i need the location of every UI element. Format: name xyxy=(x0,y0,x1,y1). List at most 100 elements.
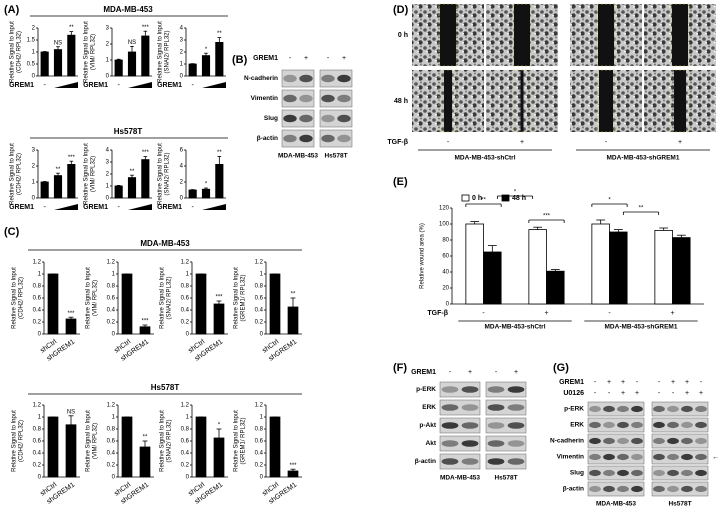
blot-band xyxy=(507,422,525,429)
treatment-sign: + xyxy=(342,55,346,62)
y-tick-label: 6 xyxy=(180,148,184,154)
blot-band xyxy=(617,421,629,429)
blot-band xyxy=(695,437,707,445)
y-tick-label: 0.8 xyxy=(33,284,42,290)
y-axis-label: (GREM1/ RPL32) xyxy=(241,274,247,321)
blot-band xyxy=(617,469,629,477)
treatment-sign: - xyxy=(289,55,292,62)
wound-gap xyxy=(674,70,686,132)
treatment-sign: - xyxy=(608,390,611,397)
y-tick-label: 0.4 xyxy=(255,308,264,314)
significance: ** xyxy=(217,150,222,156)
blot-band xyxy=(283,74,297,83)
group-label: MDA-MB-453-shGREM1 xyxy=(607,155,680,162)
y-tick-label: 100 xyxy=(439,222,450,228)
y-axis-label: Relative Signal to Input xyxy=(234,267,240,329)
cell-line-label: Hs578T xyxy=(324,153,347,160)
y-tick-label: 0.4 xyxy=(255,451,264,457)
y-tick-label: 2 xyxy=(106,42,110,48)
y-tick-label: 0 xyxy=(32,196,36,202)
bar xyxy=(195,273,207,335)
blot-band xyxy=(631,453,643,461)
blot-band xyxy=(631,469,643,477)
panel-label: (G) xyxy=(553,362,569,374)
bar xyxy=(139,326,151,335)
y-tick-label: 2 xyxy=(32,164,36,170)
blot-band xyxy=(695,405,707,413)
y-tick-label: 1 xyxy=(106,58,110,64)
treatment-label: GREM1 xyxy=(559,379,584,386)
blot-band xyxy=(603,405,615,413)
bar xyxy=(201,55,211,77)
bar xyxy=(65,318,77,335)
y-tick-label: 0 xyxy=(180,74,184,80)
y-tick-label: 20 xyxy=(442,286,449,292)
blot-strip xyxy=(281,89,315,108)
significance: * xyxy=(218,423,221,429)
blot-band xyxy=(337,114,351,123)
blot-band xyxy=(321,94,335,103)
y-tick-label: 0 xyxy=(186,332,190,338)
treatment-sign: - xyxy=(449,369,452,376)
blot-strip xyxy=(439,381,481,398)
treatment-sign: + xyxy=(621,390,625,397)
y-tick-label: 0 xyxy=(260,332,264,338)
wound-edge xyxy=(512,3,532,67)
x-row-label: GREM1 xyxy=(157,204,182,211)
bar xyxy=(139,446,151,478)
bar xyxy=(141,159,150,199)
significance: * xyxy=(608,198,611,204)
blot-strip xyxy=(319,89,353,108)
bar xyxy=(213,437,225,478)
blot-band xyxy=(507,440,525,447)
blot-band xyxy=(603,485,615,493)
blot-strip xyxy=(587,481,645,497)
blot-band xyxy=(631,421,643,429)
y-tick-label: 0 xyxy=(32,74,36,80)
treatment-sign: + xyxy=(678,139,682,146)
bar xyxy=(269,416,281,478)
blot-band xyxy=(283,134,297,143)
wound-gap xyxy=(514,4,530,66)
y-tick-label: 4 xyxy=(180,164,184,170)
blot-band xyxy=(695,421,707,429)
blot-band xyxy=(681,469,693,477)
y-axis-label: (VIM/ RPL32) xyxy=(91,156,97,192)
bar xyxy=(287,470,299,478)
y-axis-label: Relative Signal to Input xyxy=(10,21,16,83)
blot-band xyxy=(589,421,601,429)
blot-band xyxy=(603,437,615,445)
blot-strip xyxy=(587,449,645,465)
group-title: Hs578T xyxy=(114,127,143,136)
x-row-label: GREM1 xyxy=(83,82,108,89)
blot-band xyxy=(681,405,693,413)
blot-band xyxy=(299,94,313,103)
bar xyxy=(65,424,77,478)
blot-row-label: Vimentin xyxy=(251,95,278,102)
y-tick-label: 0.2 xyxy=(181,320,190,326)
bar xyxy=(121,416,133,478)
y-tick-label: 1 xyxy=(186,272,190,278)
dose-triangle xyxy=(54,82,78,88)
y-tick-label: 0.2 xyxy=(33,320,42,326)
y-tick-label: 0.6 xyxy=(255,439,264,445)
panel-label: (A) xyxy=(4,4,20,16)
y-axis-label: Relative Signal to Input xyxy=(158,21,164,83)
bar xyxy=(40,181,49,199)
y-tick-label: 1 xyxy=(186,415,190,421)
blot-band xyxy=(695,469,707,477)
bar xyxy=(188,189,197,199)
blot-band xyxy=(337,134,351,143)
x-row-label: GREM1 xyxy=(83,204,108,211)
blot-row-label: Slug xyxy=(570,470,584,477)
blot-band xyxy=(487,458,505,465)
bar xyxy=(127,51,137,77)
bar xyxy=(67,163,76,199)
y-tick-label: 2 xyxy=(106,172,110,178)
significance: * xyxy=(205,182,208,188)
y-axis-label: Relative Signal to Input xyxy=(158,143,164,205)
blot-band xyxy=(461,422,479,429)
blot-band xyxy=(337,74,351,83)
y-tick-label: 0.2 xyxy=(33,463,42,469)
